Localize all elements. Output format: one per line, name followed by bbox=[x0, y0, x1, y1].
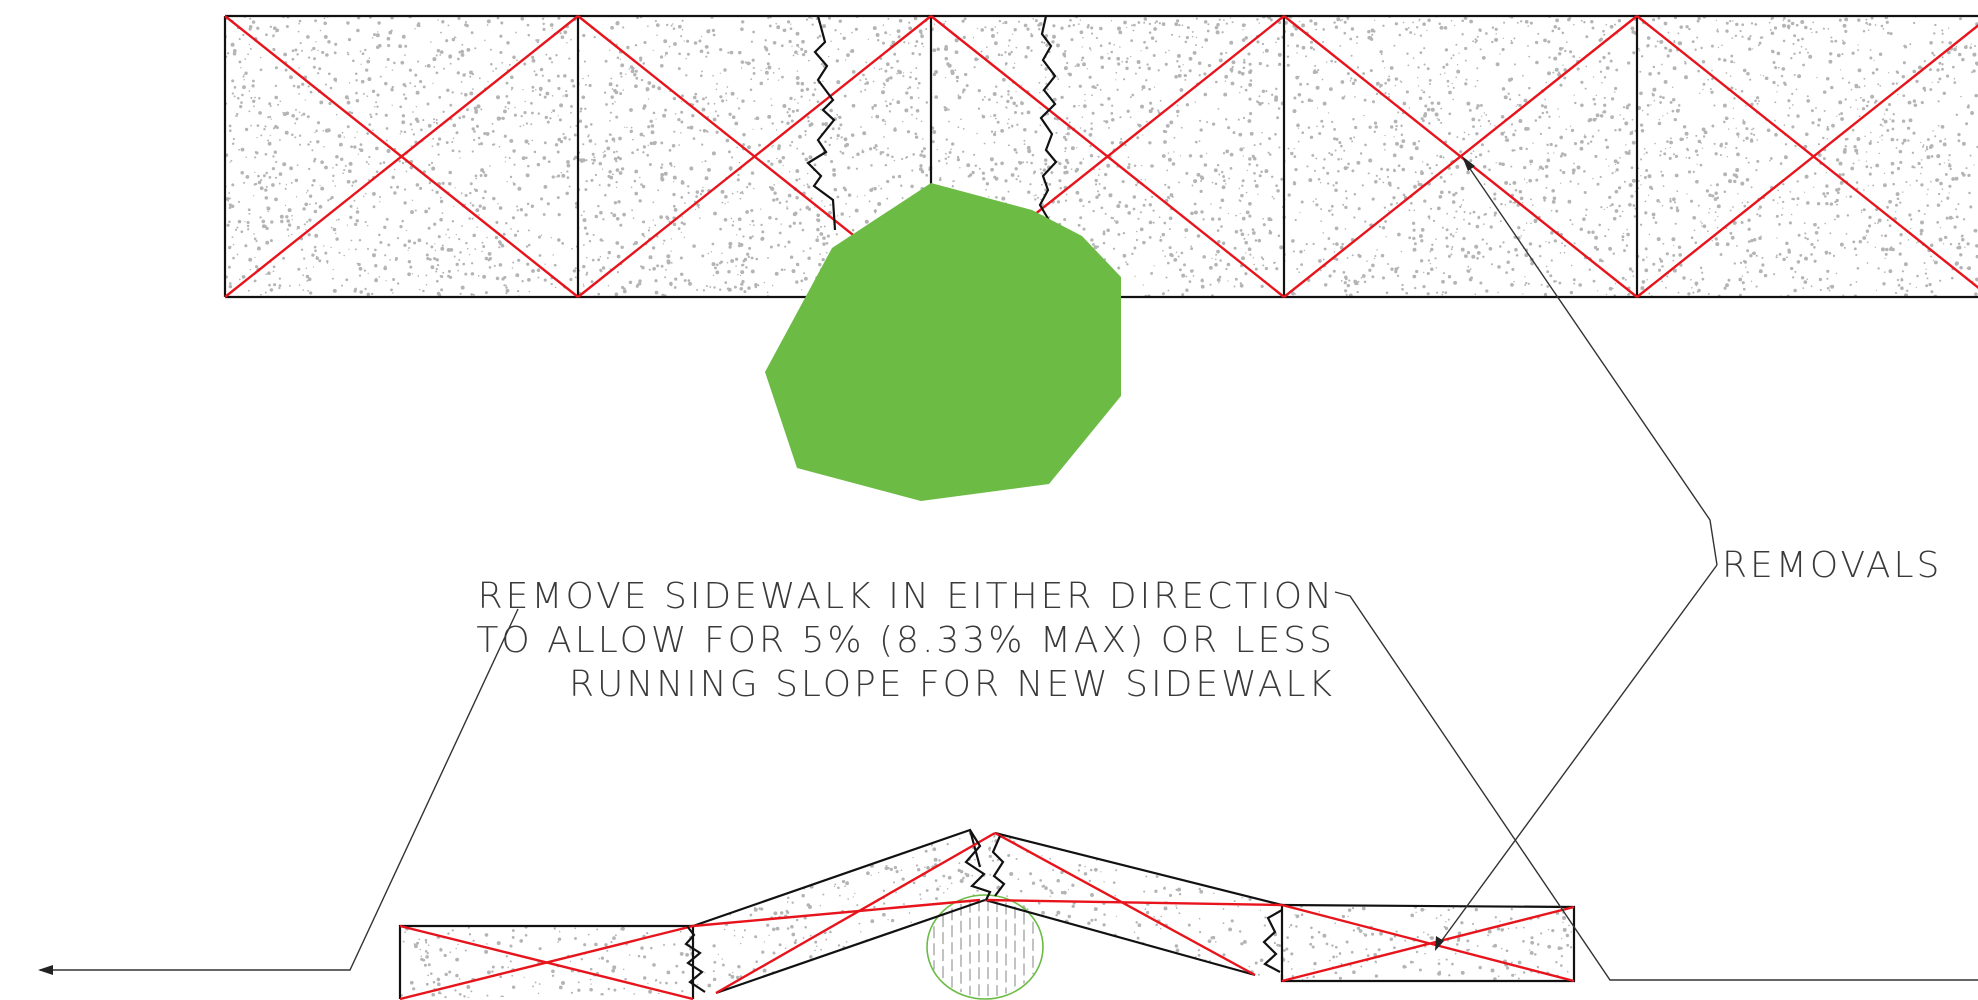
crack-line bbox=[684, 925, 706, 993]
remove-note-line-2: TO ALLOW FOR 5% (8.33% MAX) OR LESS bbox=[476, 620, 1335, 661]
crack-line bbox=[964, 829, 992, 901]
crack-line bbox=[806, 15, 837, 231]
crack-line bbox=[1038, 15, 1058, 223]
crack-line bbox=[1262, 909, 1283, 973]
arrowhead bbox=[1462, 156, 1475, 171]
profile-view bbox=[398, 828, 1576, 1000]
remove-note-line-1: REMOVE SIDEWALK IN EITHER DIRECTION bbox=[478, 576, 1335, 617]
removals-label: REMOVALS bbox=[1722, 545, 1942, 586]
annotations: REMOVALS REMOVE SIDEWALK IN EITHER DIREC… bbox=[476, 545, 1942, 705]
arrowhead bbox=[1435, 936, 1444, 951]
leaders bbox=[38, 156, 1978, 981]
profile-removal-x-marks bbox=[399, 831, 1575, 1000]
crack-line bbox=[991, 835, 1006, 897]
arrowhead bbox=[38, 965, 53, 975]
plan-view bbox=[223, 14, 1978, 501]
profile-slab-outlines bbox=[398, 828, 1576, 999]
profile-cracks bbox=[684, 829, 1283, 993]
tree-root-bulge bbox=[926, 894, 1044, 1000]
plan-cracks bbox=[806, 15, 1058, 231]
remove-note-line-3: RUNNING SLOPE FOR NEW SIDEWALK bbox=[569, 664, 1335, 705]
tree-canopy bbox=[765, 183, 1121, 501]
